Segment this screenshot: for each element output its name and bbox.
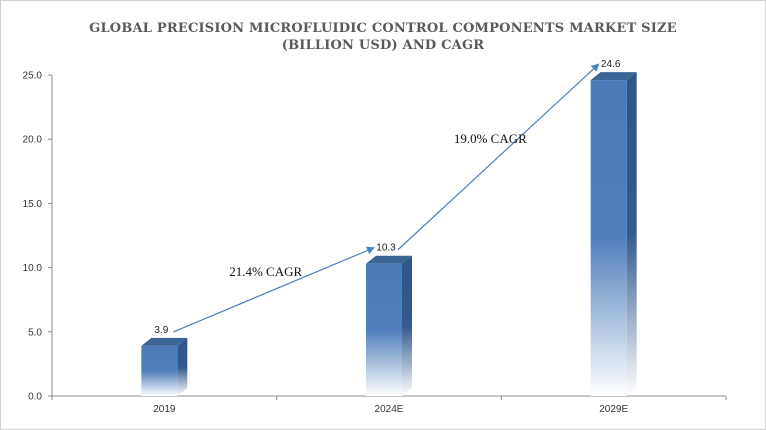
bar-side xyxy=(626,72,637,397)
chart-title-line-1: GLOBAL PRECISION MICROFLUIDIC CONTROL CO… xyxy=(89,21,677,36)
cagr-arrow xyxy=(397,63,600,251)
cagr-label: 19.0% CAGR xyxy=(454,131,527,146)
y-axis-ticks: 0.0 5.0 10.0 15.0 20.0 25.0 xyxy=(23,71,52,403)
chart-title-line-2: (BILLION USD) AND CAGR xyxy=(281,38,485,53)
y-tick-label: 25.0 xyxy=(23,71,43,82)
bar-side xyxy=(177,337,188,396)
bar-value-label: 24.6 xyxy=(601,59,621,70)
y-tick-label: 5.0 xyxy=(28,327,42,338)
x-tick-label: 2029E xyxy=(599,404,628,415)
y-tick-label: 10.0 xyxy=(23,263,43,274)
x-tick-label: 2024E xyxy=(375,404,404,415)
y-tick-label: 20.0 xyxy=(23,135,43,146)
bar xyxy=(141,345,178,396)
bars: 3.9 10.3 24.6 xyxy=(141,59,637,397)
bar-side xyxy=(402,255,412,396)
bar xyxy=(366,263,402,396)
x-axis-ticks: 2019 2024E 2029E xyxy=(51,396,727,415)
cagr-arrows: 21.4% CAGR 19.0% CAGR xyxy=(173,63,600,333)
cagr-label: 21.4% CAGR xyxy=(229,264,302,279)
bar-top xyxy=(141,337,188,346)
chart-title: GLOBAL PRECISION MICROFLUIDIC CONTROL CO… xyxy=(0,20,766,54)
bar-top xyxy=(590,72,637,81)
cagr-arrow xyxy=(173,246,375,333)
y-tick-label: 0.0 xyxy=(28,392,42,403)
bar-value-label: 3.9 xyxy=(154,325,168,336)
bar-2029E: 24.6 xyxy=(590,59,637,397)
y-tick-label: 15.0 xyxy=(23,199,43,210)
bar-2019: 3.9 xyxy=(141,325,188,396)
bar-top xyxy=(366,255,412,264)
bar-value-label: 10.3 xyxy=(376,243,396,254)
bar-2024E: 10.3 xyxy=(366,243,412,396)
x-tick-label: 2019 xyxy=(153,404,176,415)
bar xyxy=(590,80,627,397)
